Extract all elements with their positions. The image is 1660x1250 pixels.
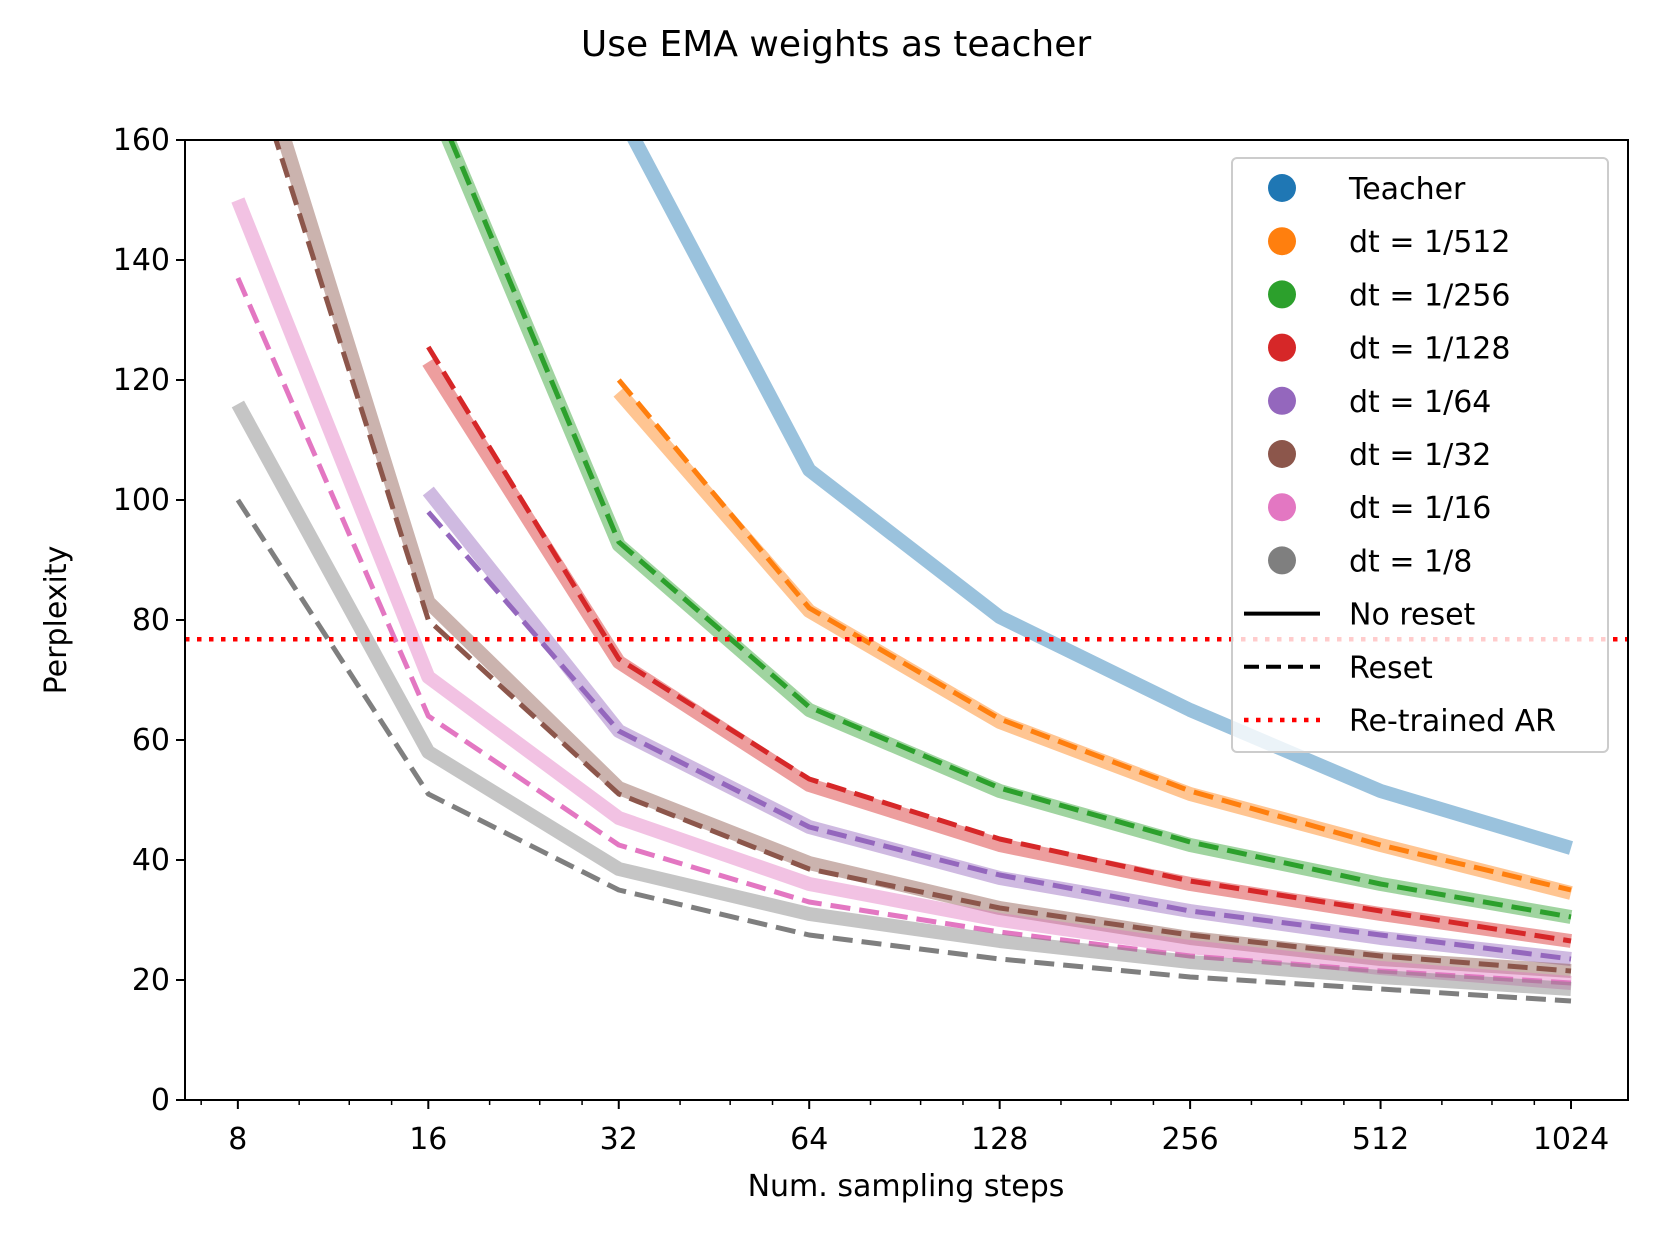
legend-item: Teacher [1268,172,1466,207]
y-axis-label: Perplexity [39,546,74,695]
legend-marker [1268,493,1296,522]
series-line-dt-1-32-no-reset [277,140,1572,978]
series-line-dt-1-128-no-reset [422,358,1572,948]
legend: Teacher dt = 1/512 dt = 1/256 dt = 1/128 dt … [1231,157,1609,753]
y-tick-label: 100 [113,483,170,518]
series-line-dt-1-16-reset [235,277,1572,986]
series-line-dt-1-512-no-reset [613,387,1573,900]
legend-item: Reset [1244,651,1433,686]
legend-marker [1268,227,1296,256]
legend-item: Re-trained AR [1244,704,1556,739]
series-line-dt-1-32-reset [273,140,1572,974]
legend-label: dt = 1/8 [1349,544,1472,579]
legend-marker [1268,333,1296,362]
series-line-dt-1-128-reset [426,345,1572,944]
series-line-dt-1-8-reset [235,498,1572,1004]
legend-box [1231,157,1609,753]
legend-item: No reset [1244,598,1476,633]
x-tick-label: 256 [1161,1122,1218,1157]
legend-item: dt = 1/32 [1268,438,1491,473]
legend-label: dt = 1/32 [1349,438,1491,473]
legend-item: dt = 1/512 [1268,225,1510,260]
legend-marker [1268,174,1296,202]
x-tick-label: 8 [228,1122,247,1157]
y-tick-label: 140 [113,243,170,278]
series-line-dt-1-256-reset [448,140,1572,920]
legend-label: Re-trained AR [1349,704,1556,739]
legend-item: dt = 1/256 [1268,278,1510,313]
legend-item: dt = 1/64 [1268,385,1491,420]
x-tick-label: 32 [600,1122,638,1157]
x-tick-label: 64 [790,1122,828,1157]
legend-marker [1268,440,1296,468]
legend-label: dt = 1/16 [1349,491,1491,526]
legend-label: dt = 1/128 [1349,332,1510,367]
y-tick-label: 0 [151,1083,170,1118]
legend-marker [1268,386,1296,415]
y-tick-label: 40 [132,843,170,878]
legend-item: dt = 1/128 [1268,332,1510,367]
y-tick-label: 160 [113,123,170,158]
y-tick-label: 120 [113,363,170,398]
chart-title: Use EMA weights as teacher [581,24,1091,65]
series-line-dt-1-64-reset [426,510,1572,962]
y-tick-label: 20 [132,963,170,998]
legend-item: dt = 1/8 [1268,544,1472,579]
y-tick-label: 60 [132,723,170,758]
x-tick-label: 512 [1352,1122,1409,1157]
legend-label: Reset [1349,651,1433,686]
legend-marker [1268,546,1296,575]
x-tick-label: 128 [971,1122,1028,1157]
legend-marker [1268,280,1296,309]
axes-layer: 8 16 32 64 128 256 512 1024 0 20 40 60 80 100 120 140 16… [113,123,1609,1157]
x-tick-label: 16 [409,1122,447,1157]
series-layer [231,140,1574,1004]
x-tick-label: 1024 [1533,1122,1609,1157]
legend-label: No reset [1349,598,1476,633]
series-line-dt-1-16-no-reset [231,197,1572,990]
series-line-dt-1-512-reset [616,378,1572,893]
legend-item: dt = 1/16 [1268,491,1491,526]
legend-label: dt = 1/256 [1349,278,1510,313]
series-line-teacher-no-reset [626,140,1574,855]
legend-label: Teacher [1348,172,1466,207]
legend-label: dt = 1/512 [1349,225,1510,260]
series-line-dt-1-8-no-reset [231,400,1572,996]
y-tick-label: 80 [132,603,170,638]
x-axis-label: Num. sampling steps [748,1169,1065,1204]
legend-label: dt = 1/64 [1349,385,1491,420]
